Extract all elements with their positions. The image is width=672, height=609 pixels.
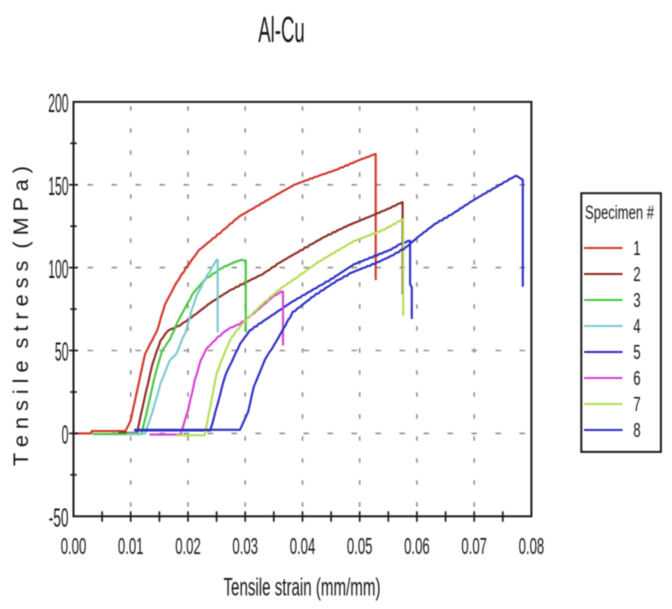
- svg-text:5: 5: [633, 342, 640, 364]
- svg-text:6: 6: [633, 368, 640, 390]
- svg-text:0.07: 0.07: [461, 533, 487, 559]
- svg-text:-50: -50: [49, 503, 69, 533]
- svg-text:150: 150: [48, 171, 68, 201]
- svg-text:200: 200: [48, 88, 68, 118]
- svg-text:Specimen #: Specimen #: [585, 202, 654, 224]
- svg-text:3: 3: [633, 290, 640, 312]
- svg-text:50: 50: [55, 337, 69, 367]
- svg-text:2: 2: [633, 264, 640, 286]
- svg-text:0.04: 0.04: [290, 533, 316, 559]
- svg-text:T e n s i l e s t r e s s (: T e n s i l e s t r e s s ( M P a ): [10, 166, 33, 466]
- svg-text:0.06: 0.06: [404, 533, 430, 559]
- svg-text:0.03: 0.03: [232, 533, 258, 559]
- svg-text:Tensile strain (mm/mm): Tensile strain (mm/mm): [224, 574, 381, 602]
- svg-text:0.05: 0.05: [347, 533, 373, 559]
- svg-text:100: 100: [48, 254, 68, 284]
- svg-text:0.00: 0.00: [61, 533, 87, 559]
- svg-text:0.02: 0.02: [175, 533, 201, 559]
- svg-text:4: 4: [633, 316, 640, 338]
- svg-text:8: 8: [633, 420, 640, 442]
- svg-text:1: 1: [633, 238, 640, 260]
- svg-text:7: 7: [633, 394, 640, 416]
- svg-text:0.08: 0.08: [519, 533, 545, 559]
- svg-text:0: 0: [62, 420, 69, 450]
- svg-text:Al-Cu: Al-Cu: [258, 9, 305, 50]
- svg-text:0.01: 0.01: [118, 533, 144, 559]
